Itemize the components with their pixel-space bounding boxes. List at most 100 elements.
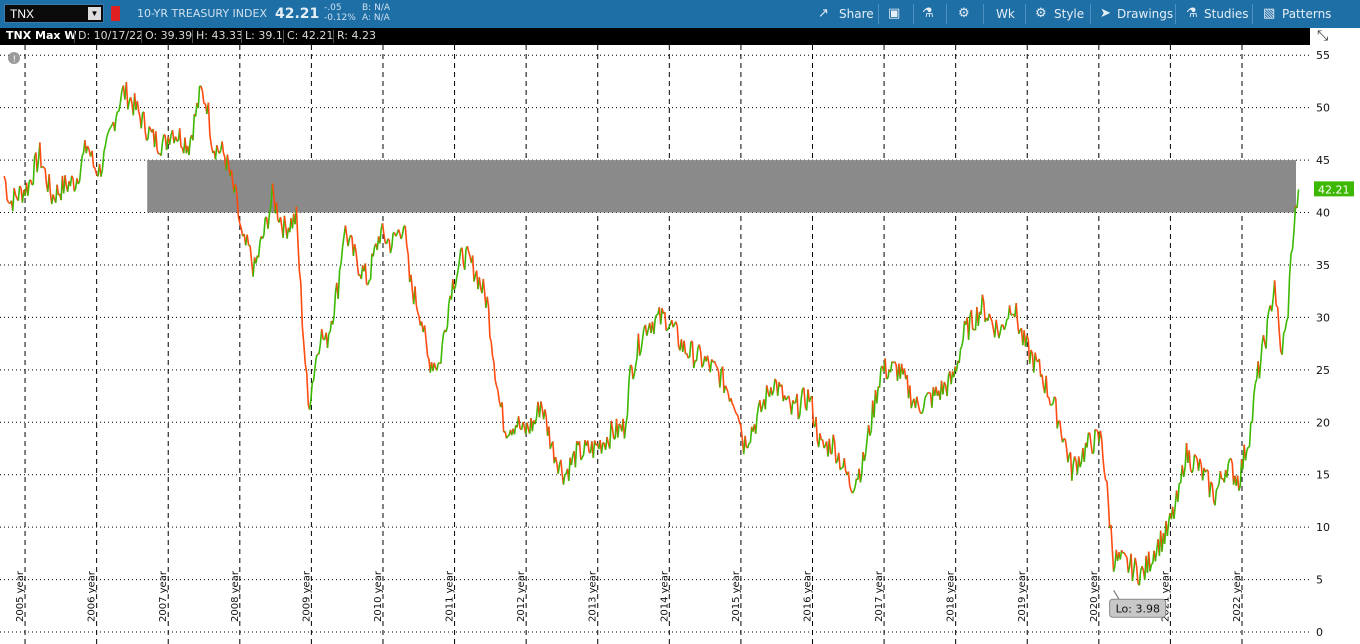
- price-chart[interactable]: 0 5 10 15 20 25 30 35 40 45 50 55 2005 year 2006 year…: [0, 45, 1360, 644]
- up-bar: [1239, 459, 1243, 487]
- down-bar: [1059, 421, 1063, 435]
- down-bar: [1103, 472, 1107, 481]
- up-bar: [1182, 466, 1186, 478]
- down-bar: [414, 286, 418, 306]
- down-bar: [1262, 335, 1266, 344]
- separator: [878, 4, 879, 24]
- up-bar: [400, 234, 404, 240]
- up-bar: [831, 434, 835, 454]
- x-tick-label: 2016 year: [802, 570, 813, 622]
- price-axis[interactable]: [1310, 28, 1360, 644]
- up-bar: [106, 132, 109, 138]
- down-bar: [297, 239, 301, 271]
- down-bar: [467, 251, 471, 257]
- up-bar: [1251, 395, 1255, 422]
- share-icon[interactable]: ↗: [818, 6, 829, 21]
- up-bar: [959, 345, 963, 350]
- cursor-icon[interactable]: ➤: [1100, 6, 1111, 21]
- snapshot-icon[interactable]: ▣: [888, 6, 901, 21]
- up-bar: [391, 232, 394, 248]
- up-bar: [869, 430, 873, 436]
- up-bar: [922, 397, 926, 409]
- style-icon[interactable]: ⚙: [1035, 6, 1047, 21]
- patterns-button[interactable]: Patterns: [1282, 7, 1332, 21]
- up-bar: [1208, 481, 1212, 498]
- down-bar: [350, 234, 353, 238]
- down-bar: [237, 214, 241, 224]
- flask-icon[interactable]: ⚗: [922, 6, 934, 21]
- studies-icon[interactable]: ⚗: [1186, 6, 1198, 21]
- up-bar: [113, 117, 117, 132]
- down-bar: [706, 355, 710, 364]
- up-bar: [255, 255, 259, 264]
- up-bar: [314, 357, 318, 369]
- up-bar: [104, 136, 108, 146]
- up-bar: [654, 314, 658, 320]
- down-bar: [560, 459, 563, 474]
- up-bar: [318, 344, 322, 355]
- up-bar: [921, 407, 925, 414]
- up-bar: [1177, 483, 1181, 502]
- share-button[interactable]: Share: [839, 7, 874, 21]
- x-tick-label: 2005 year: [15, 570, 26, 622]
- up-bar: [1293, 206, 1297, 230]
- down-bar: [18, 185, 22, 189]
- low-marker-box: [1109, 598, 1167, 618]
- up-bar: [367, 280, 371, 285]
- down-bar: [344, 225, 348, 236]
- down-bar: [234, 183, 238, 192]
- studies-button[interactable]: Studies: [1204, 7, 1249, 21]
- down-bar: [917, 403, 921, 411]
- info-range: R: 4.23: [337, 29, 376, 42]
- down-bar: [387, 238, 390, 241]
- up-bar: [808, 397, 812, 403]
- up-bar: [962, 320, 966, 340]
- up-bar: [760, 405, 764, 413]
- down-bar: [1094, 428, 1097, 431]
- down-bar: [995, 319, 999, 330]
- up-bar: [446, 303, 450, 326]
- down-bar: [300, 283, 304, 327]
- info-date: D: 10/17/22: [78, 29, 144, 42]
- down-bar: [1088, 432, 1092, 445]
- up-bar: [379, 228, 382, 244]
- down-bar: [989, 317, 993, 322]
- down-bar: [1041, 374, 1045, 387]
- up-bar: [942, 381, 946, 395]
- style-button[interactable]: Style: [1054, 7, 1085, 21]
- symbol-dropdown-icon[interactable]: ▼: [88, 7, 101, 20]
- down-bar: [493, 361, 497, 381]
- x-tick-label: 2014 year: [659, 570, 670, 622]
- up-bar: [1291, 229, 1295, 249]
- info-icon: [8, 52, 20, 64]
- up-bar: [1024, 335, 1028, 347]
- up-bar: [972, 328, 975, 331]
- down-bar: [1107, 502, 1111, 529]
- drawings-button[interactable]: Drawings: [1117, 7, 1174, 21]
- down-bar: [238, 222, 242, 229]
- symbol-input[interactable]: TNX ▼: [4, 4, 104, 23]
- info-bar: TNX Max W D: 10/17/22 O: 39.39 H: 43.33 …: [0, 28, 1310, 45]
- down-bar: [540, 401, 544, 409]
- down-bar: [1055, 398, 1058, 429]
- up-bar: [793, 401, 796, 404]
- up-bar: [267, 213, 271, 229]
- down-bar: [1106, 481, 1110, 503]
- up-bar: [110, 124, 113, 128]
- down-bar: [240, 227, 244, 237]
- fit-chart-icon[interactable]: ⤡: [1317, 28, 1329, 44]
- down-bar: [1111, 549, 1115, 572]
- flag-icon[interactable]: [111, 6, 120, 21]
- gear-icon[interactable]: ⚙: [958, 6, 970, 21]
- down-bar: [548, 426, 552, 449]
- down-bar: [410, 274, 414, 291]
- up-bar: [1086, 432, 1090, 448]
- down-bar: [487, 307, 491, 338]
- down-bar: [94, 168, 98, 175]
- patterns-icon[interactable]: ▧: [1263, 6, 1276, 21]
- down-bar: [207, 102, 211, 135]
- period-button[interactable]: Wk: [996, 7, 1015, 21]
- up-bar: [1018, 330, 1021, 335]
- down-bar: [1008, 305, 1012, 316]
- up-bar: [961, 339, 964, 347]
